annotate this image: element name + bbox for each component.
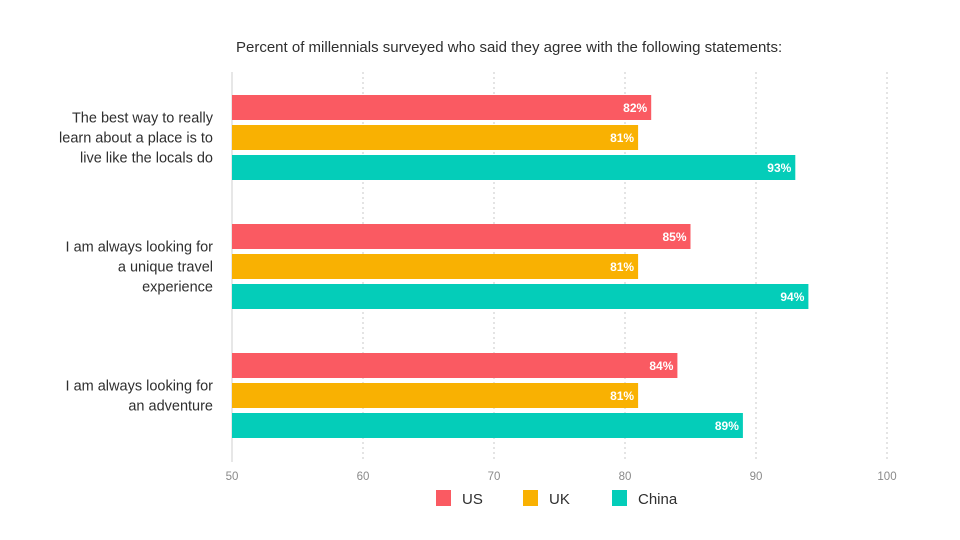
data-label: 93%: [767, 161, 791, 175]
x-tick-label: 60: [357, 471, 370, 483]
category-label: a unique travel: [118, 260, 213, 276]
category-label: live like the locals do: [80, 151, 213, 167]
bar-us: [232, 95, 652, 120]
category-labels: The best way to really learn about a plac…: [59, 111, 214, 415]
legend-label-uk: UK: [549, 491, 570, 508]
category-label: learn about a place is to: [59, 131, 213, 147]
legend-label-china: China: [638, 491, 678, 508]
data-label: 81%: [610, 260, 634, 274]
data-label: 81%: [610, 131, 634, 145]
legend-swatch-china: [612, 490, 627, 506]
chart-title: Percent of millennials surveyed who said…: [236, 39, 782, 56]
legend-label-us: US: [462, 491, 483, 508]
x-tick-label: 70: [488, 471, 501, 483]
bar-china: [232, 413, 743, 438]
x-tick-label: 100: [877, 471, 896, 483]
bar-us: [232, 353, 678, 378]
category-label: an adventure: [128, 399, 213, 415]
bar-uk: [232, 383, 639, 408]
legend: US UK China: [436, 490, 678, 508]
category-label: experience: [142, 280, 213, 296]
bar-uk: [232, 254, 639, 279]
bar-china: [232, 155, 796, 180]
x-tick-label: 50: [226, 471, 239, 483]
category-label: The best way to really: [72, 111, 214, 127]
bar-us: [232, 224, 691, 249]
data-label: 84%: [649, 359, 673, 373]
x-tick-label: 80: [619, 471, 632, 483]
category-label: I am always looking for: [66, 379, 214, 395]
data-label: 85%: [662, 230, 686, 244]
x-axis-ticks: 50 60 70 80 90 100: [226, 471, 897, 483]
data-label: 94%: [780, 290, 804, 304]
data-label: 81%: [610, 389, 634, 403]
bars: 82% 85% 84% 81% 81% 81% 93% 94% 89%: [232, 95, 809, 438]
bar-china: [232, 284, 809, 309]
category-label: I am always looking for: [66, 240, 214, 256]
data-label: 89%: [715, 419, 739, 433]
data-label: 82%: [623, 101, 647, 115]
legend-swatch-us: [436, 490, 451, 506]
bar-uk: [232, 125, 639, 150]
x-tick-label: 90: [750, 471, 763, 483]
legend-swatch-uk: [523, 490, 538, 506]
